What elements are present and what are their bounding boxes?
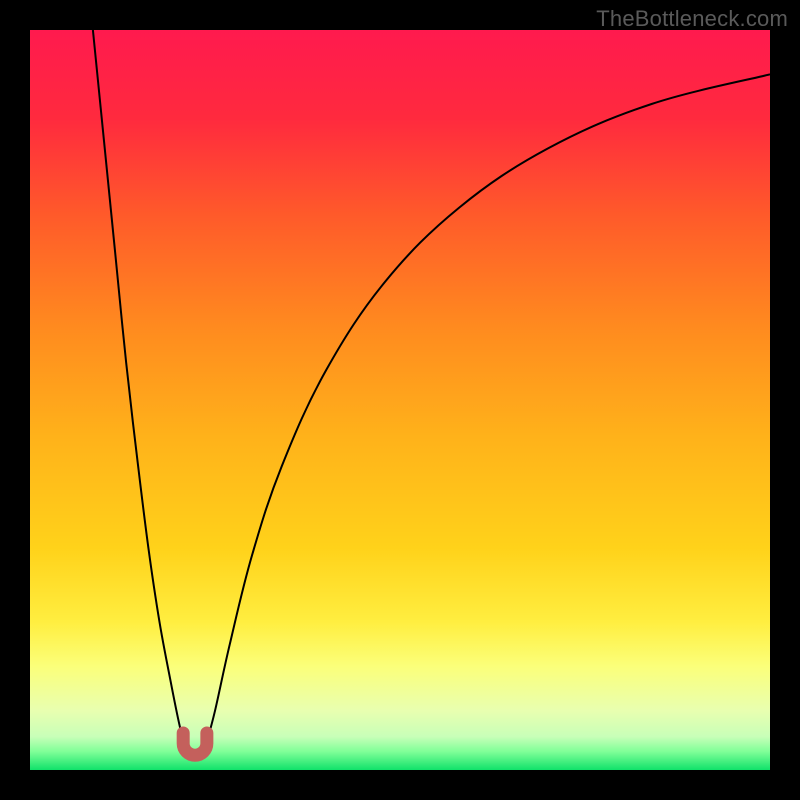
- watermark-text: TheBottleneck.com: [596, 6, 788, 32]
- plot-svg: [30, 30, 770, 770]
- chart-container: TheBottleneck.com: [0, 0, 800, 800]
- plot-area: [30, 30, 770, 770]
- gradient-background: [30, 30, 770, 770]
